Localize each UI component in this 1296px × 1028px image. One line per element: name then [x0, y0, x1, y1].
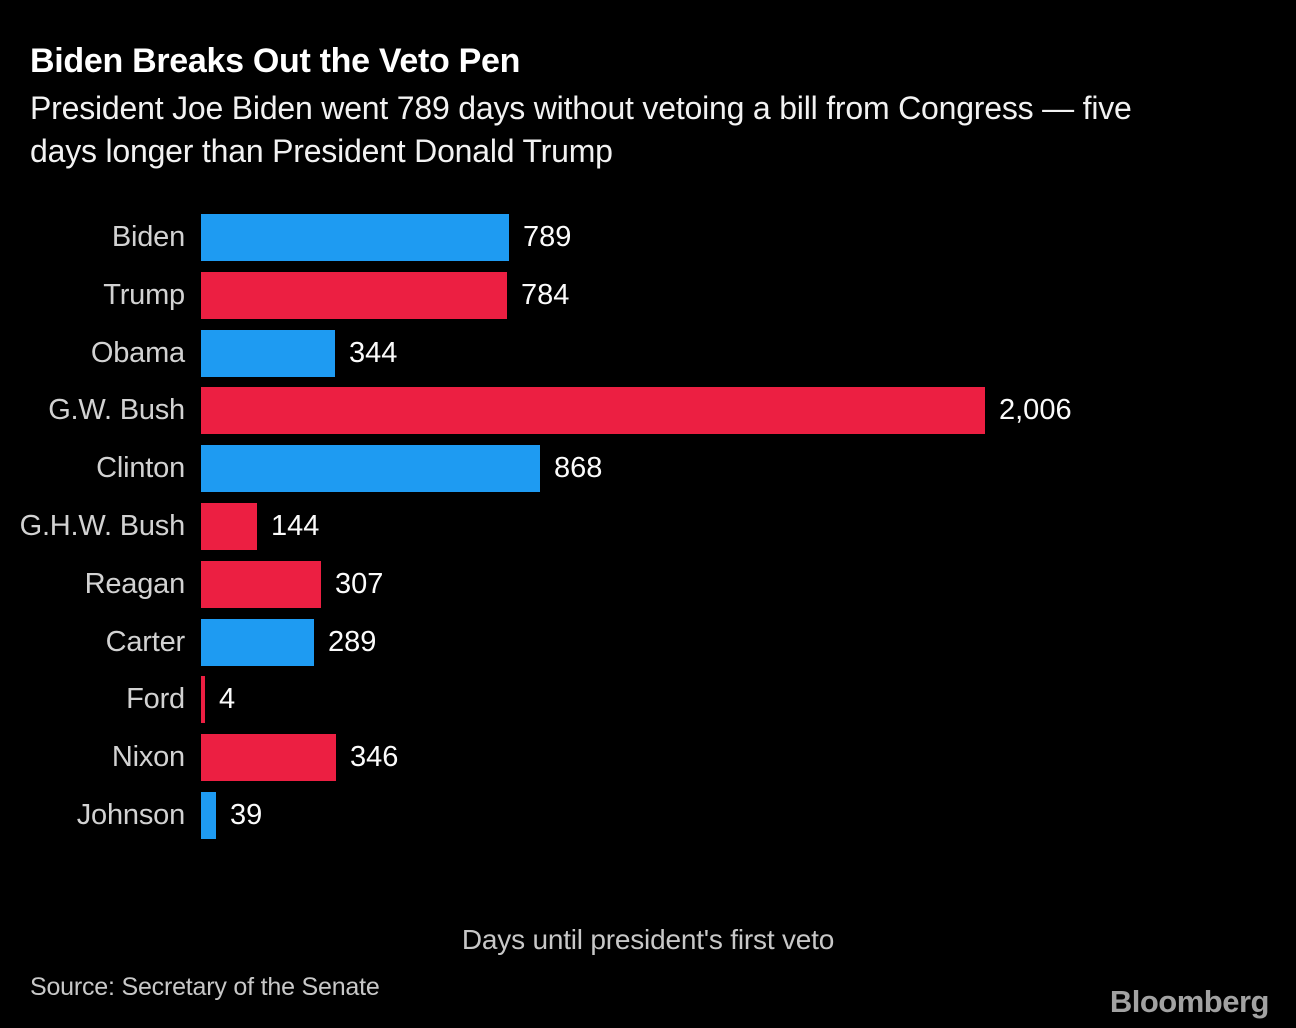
bar-track: 2,006 — [201, 387, 1296, 435]
chart-row: Trump 784 — [0, 271, 1296, 319]
chart-row: Clinton 868 — [0, 445, 1296, 493]
chart-subtitle-line1: President Joe Biden went 789 days withou… — [30, 90, 1132, 126]
bar — [201, 791, 216, 839]
chart-subtitle: President Joe Biden went 789 days withou… — [30, 87, 1132, 173]
bar-track: 307 — [201, 560, 1296, 608]
bar — [201, 618, 314, 666]
bar — [201, 387, 985, 435]
value-label: 344 — [349, 336, 398, 369]
category-label: Reagan — [84, 567, 186, 600]
category-label: Trump — [103, 278, 185, 311]
chart-row: G.W. Bush 2,006 — [0, 387, 1296, 435]
value-label: 39 — [230, 798, 263, 831]
bar-track: 789 — [201, 214, 1296, 261]
chart-row: Obama 344 — [0, 329, 1296, 377]
chart-title: Biden Breaks Out the Veto Pen — [30, 42, 521, 80]
value-label: 868 — [554, 452, 603, 485]
category-label: Clinton — [96, 452, 185, 485]
bar-track: 289 — [201, 618, 1296, 666]
bar-track: 144 — [201, 502, 1296, 550]
value-label: 289 — [328, 625, 377, 658]
value-label: 307 — [335, 567, 384, 600]
bar-track: 868 — [201, 445, 1296, 493]
bloomberg-logo: Bloomberg — [1109, 984, 1270, 1019]
bar-track: 346 — [201, 734, 1296, 782]
category-label: G.H.W. Bush — [19, 509, 186, 542]
x-axis-label: Days until president's first veto — [461, 924, 835, 955]
bar — [201, 734, 336, 782]
category-label: Biden — [111, 221, 185, 253]
category-label: G.W. Bush — [48, 394, 185, 427]
chart-row: Carter 289 — [0, 618, 1296, 666]
bar-chart: Biden 789 Trump 784 Obama 344 G.W. Bush 2,006 Cl… — [0, 214, 1296, 839]
bar — [201, 560, 321, 608]
bar — [201, 271, 507, 319]
chart-row: Nixon 346 — [0, 734, 1296, 782]
chart-row: Ford 4 — [0, 676, 1296, 724]
value-label: 4 — [219, 683, 236, 716]
category-label: Johnson — [76, 798, 185, 831]
value-label: 346 — [350, 741, 399, 774]
value-label: 144 — [271, 509, 320, 542]
category-label: Carter — [105, 625, 186, 658]
value-label: 2,006 — [999, 394, 1072, 427]
value-label: 789 — [523, 221, 572, 253]
bar — [201, 676, 205, 724]
chart-row: Reagan 307 — [0, 560, 1296, 608]
bar-track: 39 — [201, 791, 1296, 839]
chart-row: Johnson 39 — [0, 791, 1296, 839]
chart-row: Biden 789 — [0, 214, 1296, 261]
category-label: Ford — [126, 683, 185, 716]
chart-subtitle-line2: days longer than President Donald Trump — [30, 133, 613, 169]
bar — [201, 329, 335, 377]
bar-track: 784 — [201, 271, 1296, 319]
value-label: 784 — [521, 278, 570, 311]
category-label: Obama — [90, 336, 185, 369]
bar-track: 4 — [201, 676, 1296, 724]
bar — [201, 214, 509, 261]
chart-row: G.H.W. Bush 144 — [0, 502, 1296, 550]
bar-track: 344 — [201, 329, 1296, 377]
source-note: Source: Secretary of the Senate — [30, 973, 380, 1001]
bar — [201, 502, 257, 550]
bar — [201, 445, 540, 493]
category-label: Nixon — [111, 741, 185, 774]
